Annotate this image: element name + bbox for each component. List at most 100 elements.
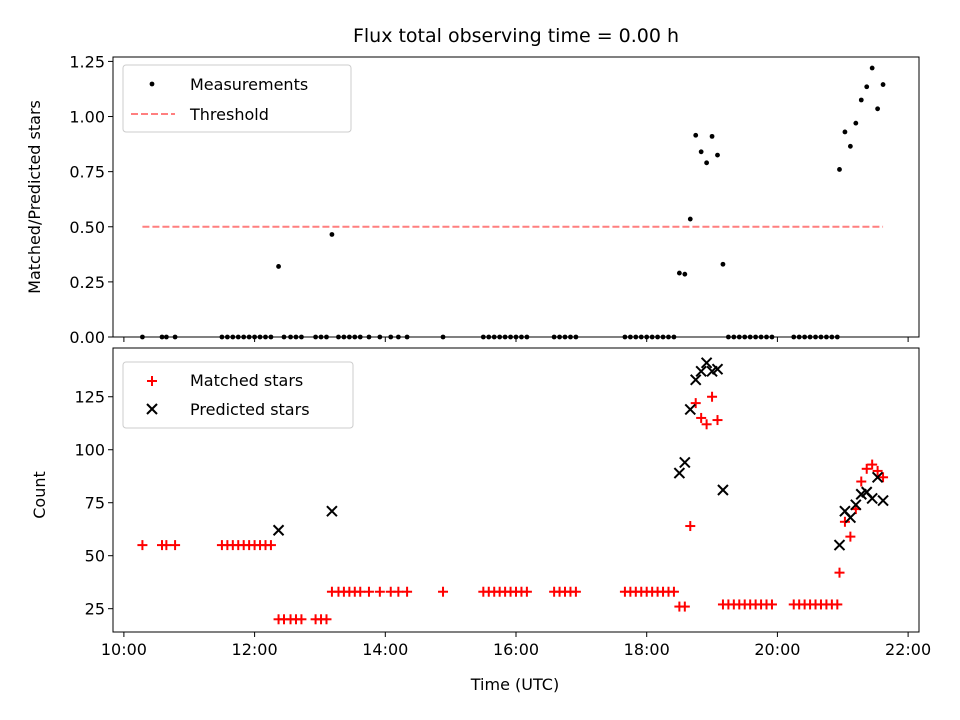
measurements-point [847,143,853,149]
predicted-stars-marker [711,363,724,375]
predicted-stars-marker [717,484,729,496]
measurements-point [864,84,870,90]
bottom-y-tick-label: 75 [85,494,105,513]
matched-stars-marker [668,586,679,597]
matched-stars-marker [861,463,872,474]
matched-stars-marker [402,586,413,597]
measurements-point [698,149,704,155]
legend-predicted-stars-marker [146,403,158,415]
predicted-stars-marker [700,357,713,369]
matched-stars-marker [707,391,718,402]
measurements-point [704,160,710,166]
predicted-stars-marker [690,374,702,386]
matched-stars-marker [878,472,889,483]
measurements-point [869,65,875,71]
measurements-point [720,261,726,267]
measurements-point [875,106,881,112]
predicted-stars-marker [695,365,707,378]
matched-stars-marker [137,540,148,551]
bottom-y-tick-label: 100 [74,441,105,460]
top-legend-frame [122,64,352,133]
predicted-stars-marker [679,456,691,469]
matched-stars-marker [521,586,532,597]
top-y-tick-label: 1.25 [69,52,105,71]
matched-stars-marker [438,586,449,597]
top-y-tick-label: 0.75 [69,163,105,182]
x-tick-label: 12:00 [232,640,278,659]
measurements-point [880,82,886,87]
measurements-point [837,167,842,172]
x-tick-label: 10:00 [101,640,147,659]
matched-stars-marker [321,614,332,625]
matched-stars-marker [393,586,404,597]
x-axis-label: Time (UTC) [470,675,559,694]
bottom-y-tick-label: 125 [74,388,105,407]
measurements-point [687,216,693,222]
matched-stars-marker [701,419,712,430]
top-y-tick-label: 0.25 [69,273,105,292]
matched-stars-marker [679,601,690,612]
top-x-ticks [123,337,909,342]
predicted-stars-marker [844,511,857,524]
top-y-tick-label: 0.50 [69,218,105,237]
bottom-panel: 10:00 12:00 14:00 16:00 18:00 20:00 22:00 25 50… [30,347,931,694]
x-tick-label: 14:00 [362,640,408,659]
bottom-y-tick-label: 50 [85,547,105,566]
predicted-stars-marker [866,492,878,505]
matched-stars-marker [872,465,883,476]
matched-stars-marker [856,476,867,487]
measurements-point [276,264,281,269]
measurements-point [709,133,715,139]
top-y-axis-label: Matched/Predicted stars [25,100,44,294]
bottom-legend-frame [122,361,354,429]
matched-stars-marker [690,398,701,409]
top-y-tick-label: 0.00 [69,328,105,347]
legend-matched-stars-label: Matched stars [190,371,303,390]
top-panel: 0.00 0.25 0.50 0.75 1.00 1.25 Matched/Predict… [25,52,920,347]
matched-stars-marker [712,415,723,426]
bottom-y-axis-label: Count [30,471,49,519]
legend-measurements-label: Measurements [190,75,308,94]
x-tick-label: 20:00 [754,640,800,659]
measurements-point [858,97,864,103]
x-tick-label: 22:00 [885,640,931,659]
matched-stars-marker [766,599,777,610]
predicted-stars-marker [673,467,686,479]
matched-stars-marker [845,531,856,542]
legend-measurements-marker [149,81,155,87]
legend-matched-stars-marker [147,376,157,386]
matched-stars-marker [296,614,307,625]
matched-stars-marker [363,586,374,597]
top-legend: Measurements Threshold [122,64,352,133]
measurements-point [682,271,688,277]
predicted-stars-marker [850,499,862,511]
matched-stars-marker [161,540,172,551]
legend-threshold-label: Threshold [189,105,269,124]
predicted-stars-marker [684,403,696,416]
matched-stars-marker [832,599,843,610]
predicted-stars-marker [833,539,846,551]
measurements-point [715,152,720,158]
measurements-point [676,270,682,276]
matched-stars-marker [355,586,366,597]
measurements-point [329,232,335,237]
predicted-stars-marker [272,524,285,536]
measurements-point [842,129,848,135]
matched-stars-marker [867,459,878,470]
x-tick-label: 18:00 [624,640,670,659]
matched-stars-marker [696,412,707,423]
x-tick-label: 16:00 [493,640,539,659]
predicted-stars-marker [877,494,889,507]
matched-stars-marker [685,521,696,532]
chart-title: Flux total observing time = 0.00 h [353,25,679,47]
matched-stars-marker [834,567,845,578]
bottom-legend: Matched stars Predicted stars [122,361,354,429]
bottom-y-tick-label: 25 [85,600,105,619]
matched-stars-marker [570,586,581,597]
bottom-x-ticks: 10:00 12:00 14:00 16:00 18:00 20:00 22:00 [101,632,931,659]
matched-stars-marker [265,540,276,551]
top-y-tick-label: 1.00 [69,108,105,127]
matched-stars-marker [374,586,385,597]
legend-predicted-stars-label: Predicted stars [190,400,310,419]
